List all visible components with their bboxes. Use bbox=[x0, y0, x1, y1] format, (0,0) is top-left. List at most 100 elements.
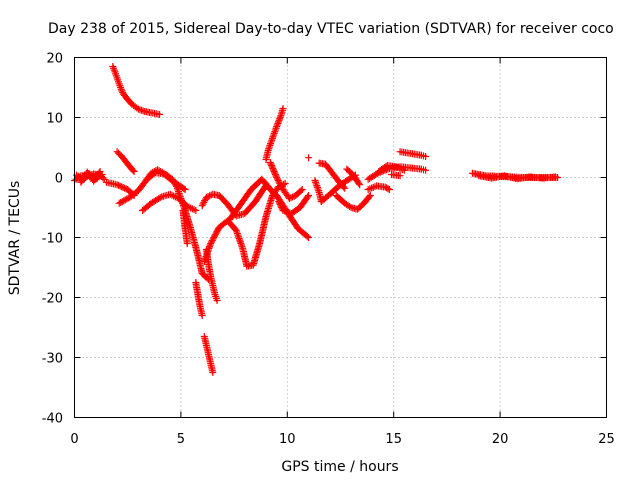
x-tick-label: 15 bbox=[385, 432, 402, 447]
data-point-trace bbox=[174, 188, 182, 196]
data-point-trace bbox=[268, 162, 276, 169]
data-point-trace bbox=[287, 194, 295, 202]
series-s18 bbox=[262, 105, 287, 163]
series-s20 bbox=[275, 192, 313, 217]
data-point-trace bbox=[118, 198, 126, 206]
series-s5 bbox=[113, 148, 138, 175]
data-point-trace bbox=[365, 193, 373, 201]
data-point-trace bbox=[399, 166, 407, 174]
data-point-trace bbox=[278, 204, 286, 211]
data-point-trace bbox=[190, 206, 198, 214]
data-point-trace bbox=[172, 181, 180, 189]
data-point-trace bbox=[214, 226, 222, 234]
data-point-trace bbox=[267, 160, 275, 168]
data-point-trace bbox=[369, 183, 377, 191]
data-point bbox=[305, 234, 313, 241]
series-s26 bbox=[343, 165, 364, 189]
data-point-trace bbox=[265, 145, 273, 153]
data-point bbox=[551, 173, 559, 181]
data-point-trace bbox=[272, 124, 280, 132]
data-point-trace bbox=[120, 197, 128, 205]
data-point bbox=[202, 193, 210, 201]
data-point-trace bbox=[312, 180, 320, 188]
data-point-trace bbox=[272, 172, 280, 180]
data-point-trace bbox=[211, 231, 219, 239]
data-point-trace bbox=[315, 187, 323, 195]
x-tick-label: 5 bbox=[177, 432, 185, 447]
data-point-trace bbox=[270, 129, 278, 137]
y-tick-label: 20 bbox=[46, 52, 63, 67]
data-point bbox=[117, 85, 125, 93]
chart-title: Day 238 of 2015, Sidereal Day-to-day VTE… bbox=[48, 21, 614, 37]
data-point-trace bbox=[277, 181, 285, 189]
data-point-trace bbox=[269, 133, 277, 141]
data-point bbox=[173, 183, 181, 190]
data-point bbox=[198, 312, 206, 319]
data-point-trace bbox=[394, 163, 402, 171]
data-point-trace bbox=[355, 179, 363, 187]
data-point bbox=[209, 369, 217, 376]
data-point-trace bbox=[269, 166, 277, 174]
data-point-trace bbox=[314, 185, 322, 193]
data-point-trace bbox=[275, 178, 283, 186]
data-point-trace bbox=[188, 205, 196, 213]
data-point-trace bbox=[268, 136, 276, 144]
data-point-trace bbox=[303, 232, 311, 240]
data-point bbox=[285, 195, 293, 202]
data-point-trace bbox=[265, 143, 273, 151]
x-tick-label: 20 bbox=[492, 432, 509, 447]
series-s11 bbox=[179, 207, 191, 247]
data-point-trace bbox=[346, 202, 354, 210]
data-point bbox=[385, 186, 393, 193]
data-point bbox=[422, 166, 430, 174]
data-point-trace bbox=[271, 171, 279, 178]
data-point-trace bbox=[178, 198, 186, 206]
series-s19 bbox=[266, 159, 306, 202]
data-point-trace bbox=[119, 183, 127, 191]
data-point-trace bbox=[297, 187, 305, 195]
axis-tick-labels: 0 5 10 15 20 25 -40 -30 -20 -10 0 10 20 bbox=[42, 52, 615, 448]
data-point-trace bbox=[207, 238, 215, 246]
data-point-trace bbox=[95, 169, 103, 177]
data-point-trace bbox=[170, 192, 178, 200]
y-tick-label: -40 bbox=[42, 412, 63, 427]
data-point bbox=[213, 297, 221, 304]
plot-frame bbox=[74, 57, 607, 418]
x-tick-label: 10 bbox=[279, 432, 296, 447]
data-point-trace bbox=[199, 200, 207, 208]
data-point-trace bbox=[123, 195, 131, 203]
data-point-trace bbox=[270, 131, 278, 139]
data-point-trace bbox=[150, 170, 158, 178]
data-point-trace bbox=[267, 138, 275, 146]
data-point-trace bbox=[273, 121, 281, 129]
data-point bbox=[166, 190, 174, 198]
data-point bbox=[198, 202, 206, 210]
data-point-trace bbox=[270, 168, 278, 175]
series-s7 bbox=[102, 178, 138, 199]
data-point-trace bbox=[276, 115, 284, 123]
data-point bbox=[266, 159, 274, 166]
y-tick-label: -20 bbox=[42, 292, 63, 307]
data-point-trace bbox=[397, 165, 405, 173]
data-point-trace bbox=[181, 205, 189, 213]
data-point-trace bbox=[178, 196, 186, 204]
data-point-trace bbox=[274, 177, 282, 184]
data-point-trace bbox=[213, 228, 221, 236]
data-point-trace bbox=[269, 165, 277, 172]
data-point-trace bbox=[312, 178, 320, 186]
data-point bbox=[279, 105, 287, 112]
data-point-trace bbox=[200, 198, 208, 206]
series-s4 bbox=[109, 63, 164, 118]
data-point-trace bbox=[274, 118, 282, 126]
data-point bbox=[192, 207, 200, 214]
data-point bbox=[130, 168, 138, 175]
data-point-trace bbox=[366, 185, 374, 193]
data-point-trace bbox=[180, 203, 188, 211]
data-point-trace bbox=[276, 113, 284, 121]
data-point-trace bbox=[384, 185, 392, 193]
series-s15 bbox=[200, 180, 289, 270]
data-point bbox=[273, 123, 281, 130]
data-point bbox=[268, 135, 276, 142]
data-point-trace bbox=[201, 197, 209, 205]
